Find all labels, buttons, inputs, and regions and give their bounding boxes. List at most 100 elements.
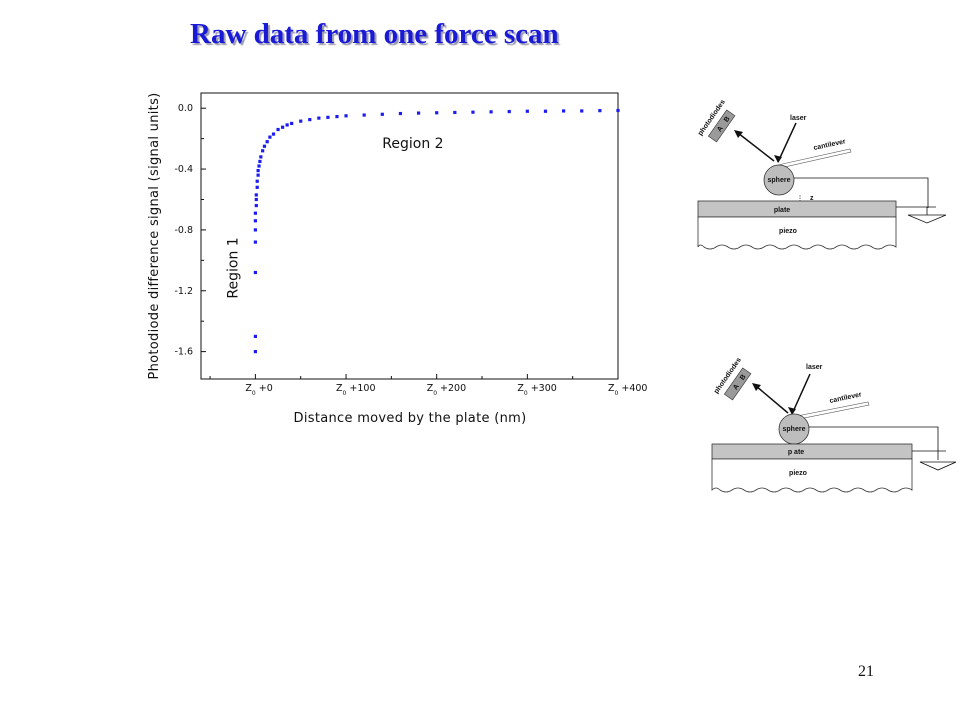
data-point [253,270,257,275]
arrow-head [788,407,796,415]
data-point [308,118,312,122]
laser-beam-in [791,373,811,415]
data-point [598,109,602,113]
data-point [253,334,257,339]
data-point [326,115,330,119]
y-tick-label: -1.2 [174,286,193,297]
piezo-label: piezo [779,228,797,235]
data-point [262,144,267,148]
data-point [276,127,280,132]
circuit-wire [809,426,939,460]
afm-diagram-contact: A B photodiodes laser cantilever sphere … [711,357,956,493]
piezo-label: piezo [789,470,807,477]
annotation-region-1: Region 1 [225,237,241,298]
data-point [489,110,493,114]
laser-beam-in [777,122,797,163]
data-point [255,185,259,189]
data-point [253,219,257,223]
sphere-label: sphere [768,177,791,184]
data-point [580,109,584,113]
cantilever-label: cantilever [829,391,863,405]
laser-beam-out [737,132,775,162]
data-point [335,114,339,119]
force-scan-chart: 0.0-0.4-0.8-1.2-1.6 Z0 +0 Z0 +100 Z0 +200 Z… [147,92,647,426]
gap-label: z [810,195,814,202]
arrow-head [734,130,743,138]
data-point [254,197,258,202]
afm-diagram-separated: A B photodiodes laser cantilever sphere … [697,99,947,250]
data-point [507,109,511,114]
data-point [317,116,321,120]
laser-label: laser [806,364,823,371]
sphere-label: sphere [783,426,806,433]
photodiode-assembly: A B photodiodes [713,357,752,401]
data-point [254,193,258,197]
data-point [271,132,276,136]
laser-beam-out [755,385,789,414]
plate [711,443,913,460]
data-point [253,228,257,232]
x-tick-label: Z0 +200 [427,383,466,397]
data-point [280,125,285,129]
data-point [268,135,272,139]
plate-label: p ate [788,449,804,456]
data-point [285,123,289,127]
circuit-wire [794,177,929,208]
sphere [763,164,795,196]
data-point [258,159,262,164]
data-point [257,164,261,168]
page-number: 21 [858,663,874,680]
ground-symbol [907,214,947,224]
data-point [256,168,260,173]
y-tick-label: 0.0 [178,103,193,114]
data-point [253,211,257,215]
x-axis-title: Distance moved by the plate (nm) [294,411,527,426]
data-point [471,110,475,114]
photodiode-assembly: A B photodiodes [697,99,736,143]
data-point [616,108,620,113]
data-point [435,111,439,115]
data-point [253,350,257,354]
plate-label: plate [774,207,790,214]
annotation-region-2: Region 2 [382,136,443,152]
data-point [453,110,457,115]
piezo [711,458,913,493]
data-point [265,140,269,144]
plot-frame [200,92,619,380]
y-tick-label: -0.4 [174,164,193,175]
data-point [259,155,263,159]
data-point [255,179,259,183]
x-tick-label: Z0 +400 [608,383,647,397]
data-point [256,173,260,177]
y-tick-label: -1.6 [174,347,193,358]
data-point [299,119,303,123]
data-point [562,109,566,113]
data-point [290,121,294,126]
x-axis-ticks: Z0 +0 Z0 +100 Z0 +200 Z0 +300 Z0 +400 [209,374,647,397]
laser-label: laser [790,115,807,122]
data-point [543,109,548,113]
slide-title: Raw data from one force scan [190,18,559,50]
data-point [254,203,258,208]
data-point [525,109,529,113]
diode-label-a: A [716,125,725,133]
x-tick-label: Z0 +100 [336,383,375,397]
cantilever-label: cantilever [813,138,847,152]
diode-label-b: B [723,115,732,123]
piezo [697,216,897,250]
y-axis-title: Photodiode difference signal (signal uni… [147,92,162,379]
data-point [344,114,348,118]
plate [697,200,897,218]
y-tick-label: -0.8 [174,225,193,236]
data-point [261,149,265,153]
x-tick-label: Z0 +300 [517,383,556,397]
arrow-head [774,155,782,163]
arrow-head [752,383,761,391]
data-point [253,240,257,244]
diode-label-b: B [739,373,748,381]
diode-label-a: A [732,383,741,391]
data-point [380,112,384,116]
data-points [253,108,620,354]
data-point [416,111,421,115]
data-point [362,113,366,117]
